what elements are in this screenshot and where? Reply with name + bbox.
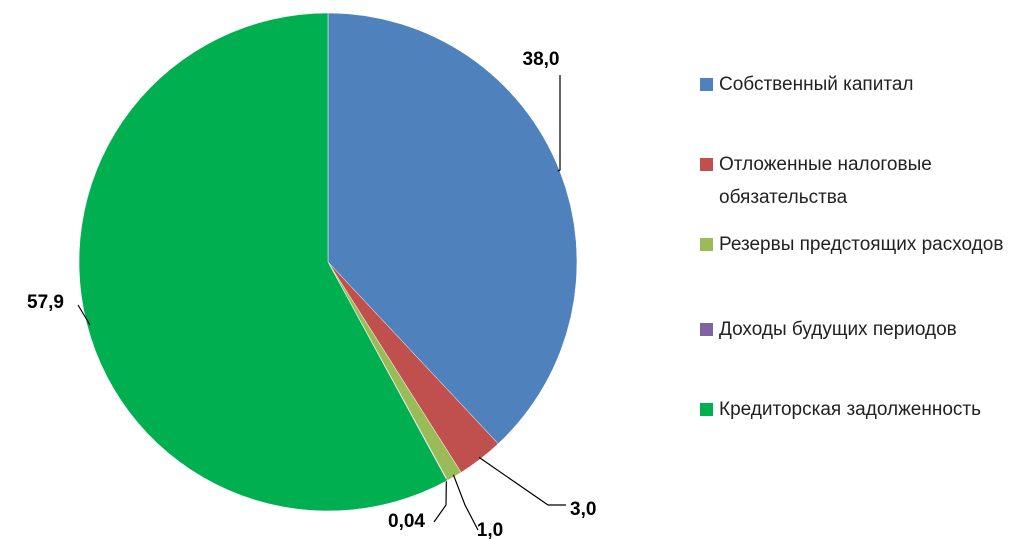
leader-line [478, 456, 566, 506]
data-label: 1,0 [477, 520, 503, 539]
legend-swatch [700, 78, 713, 91]
legend-swatch [700, 323, 713, 336]
legend-swatch [700, 238, 713, 251]
data-label: 57,9 [27, 292, 64, 313]
leader-line [452, 474, 479, 531]
pie-slice [78, 12, 448, 512]
legend-label: Доходы будущих периодов [719, 319, 957, 340]
legend-swatch [700, 403, 713, 416]
legend-swatch [700, 158, 713, 171]
data-label: 0,04 [388, 511, 425, 532]
legend-item: Резервы предстоящих расходов [700, 228, 1009, 261]
data-label: 38,0 [523, 49, 560, 70]
legend-label: Кредиторская задолженность [719, 399, 982, 420]
legend-item: Доходы будущих периодов [700, 313, 957, 346]
legend-item: Отложенные налоговые обязательства [700, 148, 1009, 214]
data-label: 3,0 [570, 499, 596, 520]
legend-label: Отложенные налоговые обязательства [719, 154, 932, 208]
legend-label: Собственный капитал [719, 74, 914, 95]
leader-line [557, 75, 561, 172]
legend-item: Кредиторская задолженность [700, 393, 1009, 426]
leader-line [77, 304, 91, 326]
leader-line [433, 478, 447, 523]
legend-label: Резервы предстоящих расходов [719, 234, 1004, 255]
legend-item: Собственный капитал [700, 68, 1009, 101]
